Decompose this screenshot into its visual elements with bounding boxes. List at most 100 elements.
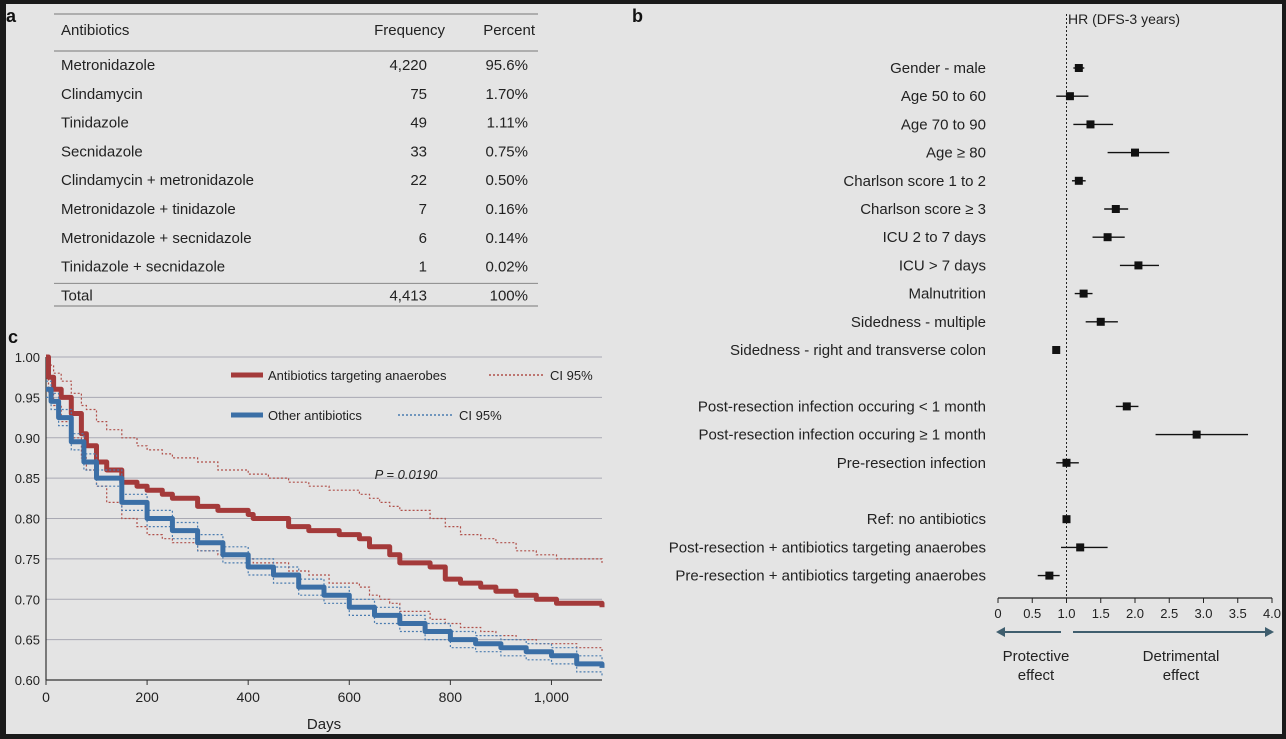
forest-row-label: Sidedness - right and transverse colon — [730, 342, 986, 359]
forest-hr-point — [1096, 317, 1105, 326]
km-ytick-label: 0.70 — [15, 592, 40, 607]
forest-hr-point — [1076, 543, 1085, 552]
km-ytick-label: 0.75 — [15, 552, 40, 567]
forest-hr-point — [1131, 148, 1139, 157]
table-total-frequency: 4,413 — [389, 287, 427, 304]
forest-hr-point — [1074, 176, 1083, 185]
km-ytick-label: 0.90 — [15, 431, 40, 446]
table-total-percent: 100% — [490, 287, 528, 304]
forest-protective-label: effect — [1018, 667, 1055, 684]
table-cell-name: Clindamycin — [61, 86, 143, 103]
forest-xtick-label: 1.5 — [1092, 606, 1110, 621]
forest-hr-point — [1074, 64, 1083, 72]
km-legend-label-other: Other antibiotics — [268, 408, 362, 423]
table-cell-name: Metronidazole — [61, 57, 155, 74]
forest-detrimental-label: effect — [1163, 667, 1200, 684]
forest-xtick-label: 3.5 — [1229, 606, 1247, 621]
table-header-percent: Percent — [483, 22, 536, 39]
km-series-line-anaerobes — [46, 354, 605, 608]
km-xtick-label: 0 — [42, 689, 50, 705]
figure: a b c Antibiotics Frequency Percent Metroni… — [6, 4, 1282, 734]
table-cell-name: Tinidazole — [61, 115, 129, 132]
antibiotics-table: Antibiotics Frequency Percent Metronidazole… — [54, 13, 538, 307]
forest-row-label: Age 70 to 90 — [901, 116, 986, 133]
table-cell-percent: 0.16% — [485, 201, 528, 218]
forest-hr-point — [1062, 515, 1071, 524]
forest-title: HR (DFS-3 years) — [1068, 11, 1180, 27]
forest-row-label: Gender - male — [890, 60, 986, 77]
table-cell-frequency: 7 — [419, 201, 427, 218]
forest-row-label: Post-resection + antibiotics targeting a… — [669, 539, 986, 556]
forest-hr-point — [1192, 430, 1201, 439]
panel-label-c: c — [8, 327, 18, 347]
forest-row-label: Post-resection infection occuring ≥ 1 mo… — [698, 427, 986, 444]
km-legend-ci-label-anaerobes: CI 95% — [550, 368, 593, 383]
table-cell-name: Metronidazole + secnidazole — [61, 230, 252, 247]
forest-row-label: Pre-resection infection — [837, 455, 986, 472]
forest-row-label: ICU > 7 days — [899, 257, 986, 274]
forest-hr-point — [1111, 205, 1120, 213]
forest-hr-point — [1079, 289, 1088, 298]
km-ci-lower-other — [46, 396, 603, 676]
forest-row-label: Charlson score ≥ 3 — [860, 201, 986, 218]
km-xtick-label: 800 — [439, 689, 463, 705]
km-ytick-label: 0.65 — [15, 633, 40, 648]
km-xtick-label: 200 — [135, 689, 159, 705]
table-cell-percent: 1.11% — [487, 115, 528, 132]
forest-hr-point — [1045, 571, 1054, 580]
table-cell-percent: 0.50% — [485, 172, 528, 189]
forest-row-label: Post-resection infection occuring < 1 mo… — [698, 398, 986, 415]
km-ytick-label: 0.60 — [15, 673, 40, 688]
forest-left-arrowhead — [996, 627, 1005, 637]
forest-xtick-label: 1.0 — [1057, 606, 1075, 621]
table-cell-frequency: 75 — [410, 86, 427, 103]
forest-row-label: Age ≥ 80 — [926, 145, 986, 162]
km-series-line-other — [46, 386, 605, 668]
survival-chart: 0.60 0.65 0.70 0.75 0.80 0.85 0.90 0.95 1.00 0 200… — [15, 350, 605, 733]
forest-hr-point — [1052, 346, 1061, 354]
km-ci-upper-anaerobes — [46, 356, 603, 563]
forest-xtick-label: 0.5 — [1023, 606, 1041, 621]
km-p-value: P = 0.0190 — [375, 467, 439, 482]
table-cell-frequency: 22 — [410, 172, 427, 189]
table-cell-name: Clindamycin + metronidazole — [61, 172, 254, 189]
forest-hr-point — [1065, 92, 1074, 101]
table-header-name: Antibiotics — [61, 22, 129, 39]
forest-plot: HR (DFS-3 years) Gender - male Age 50 to 6… — [669, 11, 1281, 684]
table-total-name: Total — [61, 287, 93, 304]
forest-detrimental-label: Detrimental — [1143, 648, 1220, 665]
km-ytick-label: 0.95 — [15, 390, 40, 405]
forest-xtick-label: 2.0 — [1126, 606, 1144, 621]
table-cell-percent: 0.75% — [485, 143, 528, 160]
table-cell-frequency: 6 — [419, 230, 427, 247]
panel-label-a: a — [6, 6, 17, 26]
table-cell-name: Tinidazole + secnidazole — [61, 259, 225, 276]
km-xtick-label: 600 — [338, 689, 362, 705]
forest-xtick-label: 4.0 — [1263, 606, 1281, 621]
table-cell-frequency: 4,220 — [389, 57, 427, 74]
forest-row-label: Age 50 to 60 — [901, 88, 986, 105]
forest-xtick-label: 3.0 — [1194, 606, 1212, 621]
km-xtick-label: 1,000 — [534, 689, 569, 705]
forest-hr-point — [1134, 261, 1143, 270]
panel-label-b: b — [632, 6, 643, 26]
forest-hr-point — [1122, 402, 1131, 411]
table-header-frequency: Frequency — [374, 22, 445, 39]
km-ytick-label: 1.00 — [15, 350, 40, 365]
table-cell-name: Metronidazole + tinidazole — [61, 201, 236, 218]
forest-protective-label: Protective — [1003, 648, 1070, 665]
forest-xtick-label: 0 — [994, 606, 1001, 621]
km-ytick-label: 0.80 — [15, 512, 40, 527]
km-legend-ci-label-other: CI 95% — [459, 408, 502, 423]
forest-row-label: Sidedness - multiple — [851, 314, 986, 331]
forest-row-label: Malnutrition — [908, 286, 986, 303]
km-x-axis-label: Days — [307, 716, 341, 733]
table-cell-frequency: 49 — [410, 115, 427, 132]
forest-hr-point — [1086, 120, 1095, 129]
table-cell-percent: 0.14% — [485, 230, 528, 247]
figure-canvas: a b c Antibiotics Frequency Percent Metroni… — [6, 6, 1281, 733]
forest-row-label: Charlson score 1 to 2 — [843, 173, 986, 190]
km-ytick-label: 0.85 — [15, 471, 40, 486]
table-cell-name: Secnidazole — [61, 143, 143, 160]
table-cell-frequency: 33 — [410, 143, 427, 160]
